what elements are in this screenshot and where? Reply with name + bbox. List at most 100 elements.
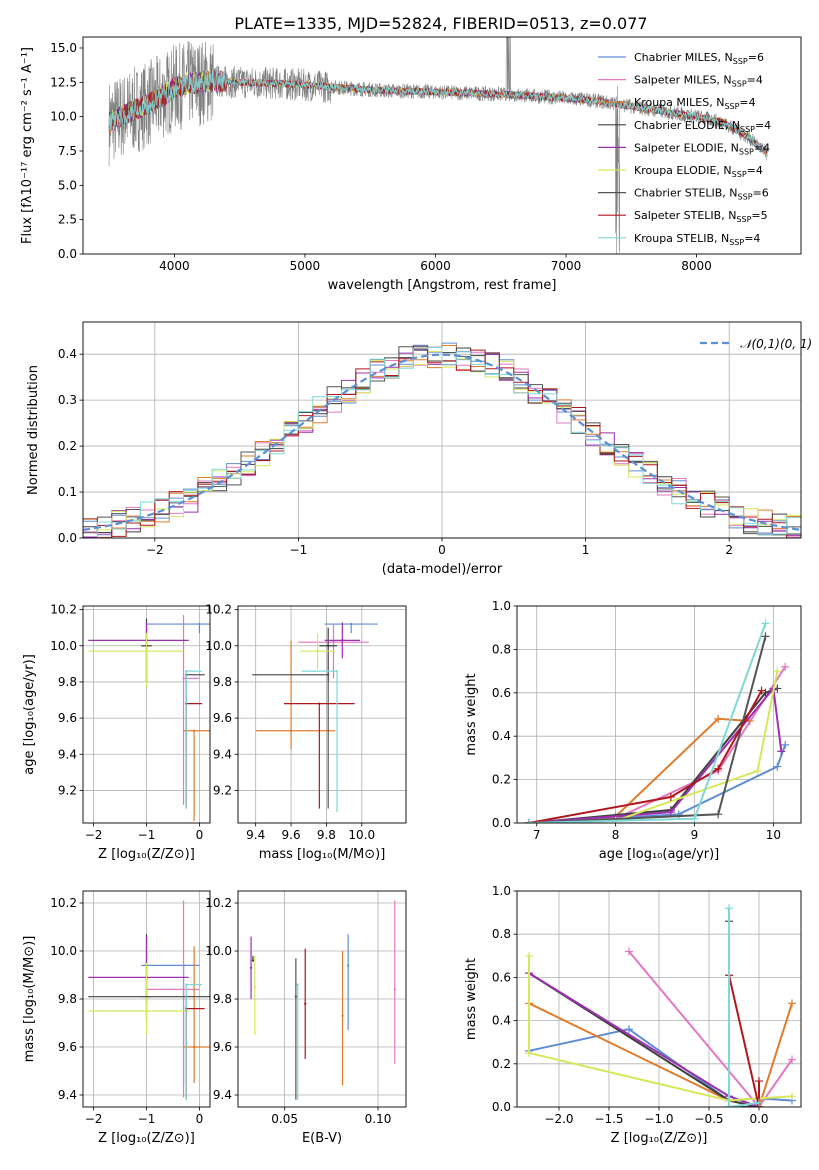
model-spectrum-line [108,70,768,158]
legend-value: =4 [744,232,760,245]
x-tick-label: 0 [438,543,446,557]
x-tick-label: 1 [582,543,590,557]
x-tick-label: 9.8 [317,828,336,842]
data-point [294,995,298,998]
legend-subscript: SSP [724,102,739,111]
axes-frame [237,890,407,1108]
plot-area [88,900,210,1100]
series-line [528,955,793,1102]
data-point [182,988,185,991]
data-point [145,650,148,653]
series-marker [757,686,766,695]
data-point [326,644,330,647]
x-tick-label: −2 [85,828,103,842]
legend-subscript: SSP [733,57,748,66]
series-marker [761,619,770,628]
series-marker [761,632,770,641]
y-tick-label: 10.2 [50,896,77,910]
x-tick-label: 8 [612,828,620,842]
x-tick-label: −2 [85,1112,103,1126]
model-spectrum-line [108,70,768,155]
axes-frame [82,605,211,824]
legend-label: Chabrier ELODIE, NSSP=4 [634,119,771,134]
series-marker [725,904,733,913]
y-tick-label: 7.5 [58,144,77,158]
y-tick-label: 10.0 [50,110,77,124]
x-tick-label: −1.5 [594,1112,623,1126]
y-tick-label: 9.2 [213,783,232,797]
y-tick-label: 12.5 [50,75,77,89]
x-tick-label: −2.0 [544,1112,573,1126]
y-tick-label: 2.5 [58,213,77,227]
series-line [628,950,793,1107]
y-tick-label: 10.2 [50,603,77,617]
y-axis-label: Flux [fλ10⁻¹⁷ erg cm⁻² s⁻¹ A⁻¹] [20,47,35,244]
x-tick-label: 5000 [290,259,321,273]
massweight-vs-Z-panel: −2.0 −1.5 −1.0 −0.5 0.0 0.0 0.2 0.4 0.6 0.8 1.0 Z [… [464,884,802,1146]
plot-area [108,37,768,254]
series-line [528,690,763,823]
data-point [198,622,201,626]
age-vs-Z-panel: −2 −1 0 9.2 9.4 9.6 9.8 10.0 10.2 Z [log₁₀(Z/Z⊙)]… [22,603,211,862]
legend-subscript: SSP [732,170,747,179]
mass-vs-Z-panel: −2 −1 0 9.4 9.6 9.8 10.0 10.2 Z [log₁₀(Z/Z⊙)] mas… [22,890,211,1146]
legend-value: =6 [748,51,764,64]
plot-area [249,900,396,1100]
massweight-vs-age-panel: 7 8 9 10 0.0 0.2 0.4 0.6 0.8 1.0 age [log₁₀(age/yr… [464,599,802,862]
y-tick-label: 9.8 [213,675,232,689]
series-line [528,1028,793,1102]
series-marker [625,1025,633,1034]
series-line [528,636,767,823]
x-tick-label: 6000 [420,259,451,273]
y-tick-label: 10.0 [205,944,232,958]
y-tick-label: 0.2 [58,439,77,453]
series-marker [725,1103,733,1107]
data-point [304,1002,307,1005]
y-tick-label: 0.8 [492,642,511,656]
axes-frame [237,605,407,824]
y-tick-label: 0.1 [58,485,77,499]
data-point [326,673,330,676]
data-point [349,622,353,626]
legend-value: =4 [747,74,763,87]
y-tick-label: 1.0 [492,884,511,898]
legend-label: Kroupa MILES, NSSP=4 [634,96,756,111]
series-marker [666,792,675,801]
legend-label: Salpeter MILES, NSSP=4 [634,74,763,89]
data-point [332,640,335,644]
data-point [192,1045,196,1049]
x-axis-label: Z [log₁₀(Z/Z⊙)] [611,1131,708,1146]
spectrum-panel: 4000 5000 6000 7000 8000 0.0 2.5 5.0 7.5 10.0 12.5… [20,36,802,293]
plot-area [525,904,796,1107]
data-point [316,650,319,653]
series-line [528,623,767,823]
mass-vs-ebv-panel: 0.05 0.10 9.4 9.6 9.8 10.0 10.2 E(B-V) [205,890,407,1146]
data-point [249,966,253,969]
y-tick-label: 5.0 [58,178,77,192]
data-point [192,729,196,732]
y-tick-label: 0.8 [492,927,511,941]
data-point [341,639,344,642]
y-tick-label: 0.3 [58,393,77,407]
legend-value: =6 [753,187,769,200]
x-tick-label: 10.0 [348,828,375,842]
series-line [728,974,760,1107]
y-tick-label: 9.2 [58,783,77,797]
series-marker [524,819,533,823]
series-marker [525,951,533,960]
y-tick-label: 10.0 [50,639,77,653]
series-marker [755,1098,763,1107]
x-axis-label: Z [log₁₀(Z/Z⊙)] [98,1131,195,1146]
legend-value: =5 [751,209,767,222]
plot-area [524,619,790,823]
x-tick-label: 0.10 [365,1112,392,1126]
x-tick-label: −1 [138,1112,156,1126]
data-point [145,1009,148,1013]
plot-area [83,342,801,538]
y-tick-label: 9.8 [213,992,232,1006]
x-tick-label: 7 [533,828,541,842]
y-tick-label: 10.2 [205,603,232,617]
y-tick-label: 9.4 [213,747,232,761]
x-tick-label: 0.0 [749,1112,768,1126]
x-tick-label: 9.6 [282,828,301,842]
